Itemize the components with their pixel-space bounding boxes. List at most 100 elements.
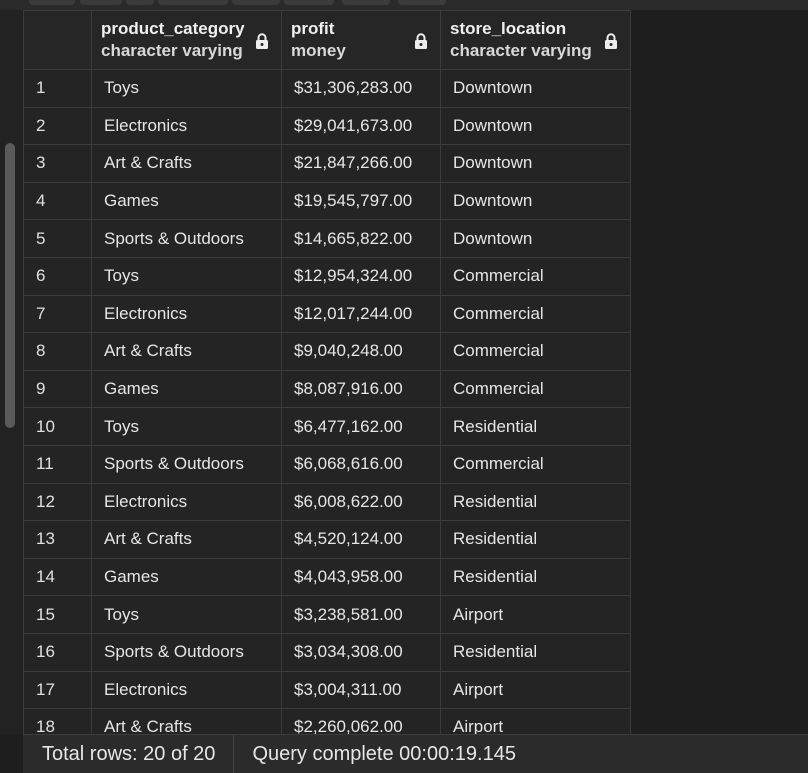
- cell-store-location[interactable]: Downtown: [440, 181, 631, 221]
- column-header-store-location[interactable]: store_location character varying: [440, 10, 631, 70]
- row-number[interactable]: 10: [23, 407, 92, 446]
- toolbar-button[interactable]: [126, 0, 154, 5]
- cell-store-location[interactable]: Commercial: [440, 444, 631, 484]
- table-row[interactable]: 7 Electronics $12,017,244.00 Commercial: [23, 294, 631, 334]
- cell-profit[interactable]: $2,260,062.00: [281, 708, 441, 734]
- cell-store-location[interactable]: Residential: [440, 632, 631, 672]
- table-row[interactable]: 1 Toys $31,306,283.00 Downtown: [23, 69, 631, 108]
- table-row[interactable]: 15 Toys $3,238,581.00 Airport: [23, 595, 631, 634]
- cell-product-category[interactable]: Electronics: [91, 294, 282, 334]
- cell-store-location[interactable]: Airport: [440, 670, 631, 710]
- row-number[interactable]: 9: [23, 369, 92, 409]
- cell-store-location[interactable]: Commercial: [440, 332, 631, 371]
- table-row[interactable]: 11 Sports & Outdoors $6,068,616.00 Commerci…: [23, 444, 631, 484]
- row-number[interactable]: 4: [23, 181, 92, 221]
- row-number[interactable]: 5: [23, 219, 92, 258]
- cell-store-location[interactable]: Commercial: [440, 294, 631, 334]
- cell-store-location[interactable]: Airport: [440, 595, 631, 634]
- cell-product-category[interactable]: Toys: [91, 407, 282, 446]
- table-row[interactable]: 17 Electronics $3,004,311.00 Airport: [23, 670, 631, 710]
- cell-product-category[interactable]: Electronics: [91, 670, 282, 710]
- cell-profit[interactable]: $4,520,124.00: [281, 520, 441, 559]
- row-number[interactable]: 14: [23, 557, 92, 597]
- cell-profit[interactable]: $31,306,283.00: [281, 69, 441, 108]
- cell-profit[interactable]: $12,017,244.00: [281, 294, 441, 334]
- cell-product-category[interactable]: Games: [91, 557, 282, 597]
- cell-store-location[interactable]: Residential: [440, 482, 631, 522]
- cell-product-category[interactable]: Games: [91, 369, 282, 409]
- row-number[interactable]: 8: [23, 332, 92, 371]
- cell-store-location[interactable]: Airport: [440, 708, 631, 734]
- scrollbar-thumb[interactable]: [5, 143, 15, 428]
- toolbar-button[interactable]: [398, 0, 446, 5]
- cell-profit[interactable]: $12,954,324.00: [281, 256, 441, 296]
- cell-product-category[interactable]: Toys: [91, 595, 282, 634]
- cell-store-location[interactable]: Downtown: [440, 144, 631, 183]
- table-row[interactable]: 13 Art & Crafts $4,520,124.00 Residential: [23, 520, 631, 559]
- row-number[interactable]: 2: [23, 106, 92, 146]
- cell-product-category[interactable]: Electronics: [91, 482, 282, 522]
- cell-profit[interactable]: $6,068,616.00: [281, 444, 441, 484]
- cell-profit[interactable]: $3,034,308.00: [281, 632, 441, 672]
- cell-product-category[interactable]: Toys: [91, 256, 282, 296]
- cell-store-location[interactable]: Downtown: [440, 219, 631, 258]
- cell-profit[interactable]: $21,847,266.00: [281, 144, 441, 183]
- cell-profit[interactable]: $19,545,797.00: [281, 181, 441, 221]
- table-row[interactable]: 16 Sports & Outdoors $3,034,308.00 Resident…: [23, 632, 631, 672]
- table-row[interactable]: 9 Games $8,087,916.00 Commercial: [23, 369, 631, 409]
- column-header-product-category[interactable]: product_category character varying: [91, 10, 282, 70]
- cell-profit[interactable]: $4,043,958.00: [281, 557, 441, 597]
- cell-profit[interactable]: $14,665,822.00: [281, 219, 441, 258]
- cell-store-location[interactable]: Commercial: [440, 256, 631, 296]
- cell-store-location[interactable]: Commercial: [440, 369, 631, 409]
- row-number[interactable]: 13: [23, 520, 92, 559]
- vertical-scrollbar[interactable]: [0, 10, 22, 734]
- cell-profit[interactable]: $9,040,248.00: [281, 332, 441, 371]
- table-row[interactable]: 2 Electronics $29,041,673.00 Downtown: [23, 106, 631, 146]
- row-number-header[interactable]: [23, 10, 92, 70]
- table-row[interactable]: 4 Games $19,545,797.00 Downtown: [23, 181, 631, 221]
- toolbar-button[interactable]: [232, 0, 280, 5]
- cell-profit[interactable]: $3,238,581.00: [281, 595, 441, 634]
- row-number[interactable]: 17: [23, 670, 92, 710]
- table-row[interactable]: 18 Art & Crafts $2,260,062.00 Airport: [23, 708, 631, 734]
- table-row[interactable]: 10 Toys $6,477,162.00 Residential: [23, 407, 631, 446]
- table-row[interactable]: 3 Art & Crafts $21,847,266.00 Downtown: [23, 144, 631, 183]
- cell-profit[interactable]: $29,041,673.00: [281, 106, 441, 146]
- row-number[interactable]: 18: [23, 708, 92, 734]
- table-row[interactable]: 12 Electronics $6,008,622.00 Residential: [23, 482, 631, 522]
- cell-profit[interactable]: $3,004,311.00: [281, 670, 441, 710]
- cell-profit[interactable]: $6,008,622.00: [281, 482, 441, 522]
- cell-store-location[interactable]: Residential: [440, 407, 631, 446]
- row-number[interactable]: 15: [23, 595, 92, 634]
- cell-profit[interactable]: $8,087,916.00: [281, 369, 441, 409]
- cell-product-category[interactable]: Art & Crafts: [91, 708, 282, 734]
- toolbar-button[interactable]: [342, 0, 390, 5]
- row-number[interactable]: 16: [23, 632, 92, 672]
- cell-product-category[interactable]: Electronics: [91, 106, 282, 146]
- cell-product-category[interactable]: Art & Crafts: [91, 144, 282, 183]
- cell-product-category[interactable]: Sports & Outdoors: [91, 219, 282, 258]
- row-number[interactable]: 12: [23, 482, 92, 522]
- row-number[interactable]: 3: [23, 144, 92, 183]
- row-number[interactable]: 7: [23, 294, 92, 334]
- row-number[interactable]: 1: [23, 69, 92, 108]
- cell-store-location[interactable]: Residential: [440, 557, 631, 597]
- table-row[interactable]: 6 Toys $12,954,324.00 Commercial: [23, 256, 631, 296]
- table-row[interactable]: 8 Art & Crafts $9,040,248.00 Commercial: [23, 332, 631, 371]
- cell-store-location[interactable]: Downtown: [440, 69, 631, 108]
- cell-product-category[interactable]: Toys: [91, 69, 282, 108]
- toolbar-button[interactable]: [158, 0, 228, 5]
- toolbar-button[interactable]: [80, 0, 122, 5]
- row-number[interactable]: 6: [23, 256, 92, 296]
- row-number[interactable]: 11: [23, 444, 92, 484]
- column-header-profit[interactable]: profit money: [281, 10, 441, 70]
- toolbar-button[interactable]: [29, 0, 75, 5]
- table-row[interactable]: 5 Sports & Outdoors $14,665,822.00 Downtown: [23, 219, 631, 258]
- cell-product-category[interactable]: Games: [91, 181, 282, 221]
- table-row[interactable]: 14 Games $4,043,958.00 Residential: [23, 557, 631, 597]
- cell-store-location[interactable]: Downtown: [440, 106, 631, 146]
- cell-product-category[interactable]: Art & Crafts: [91, 332, 282, 371]
- cell-profit[interactable]: $6,477,162.00: [281, 407, 441, 446]
- cell-store-location[interactable]: Residential: [440, 520, 631, 559]
